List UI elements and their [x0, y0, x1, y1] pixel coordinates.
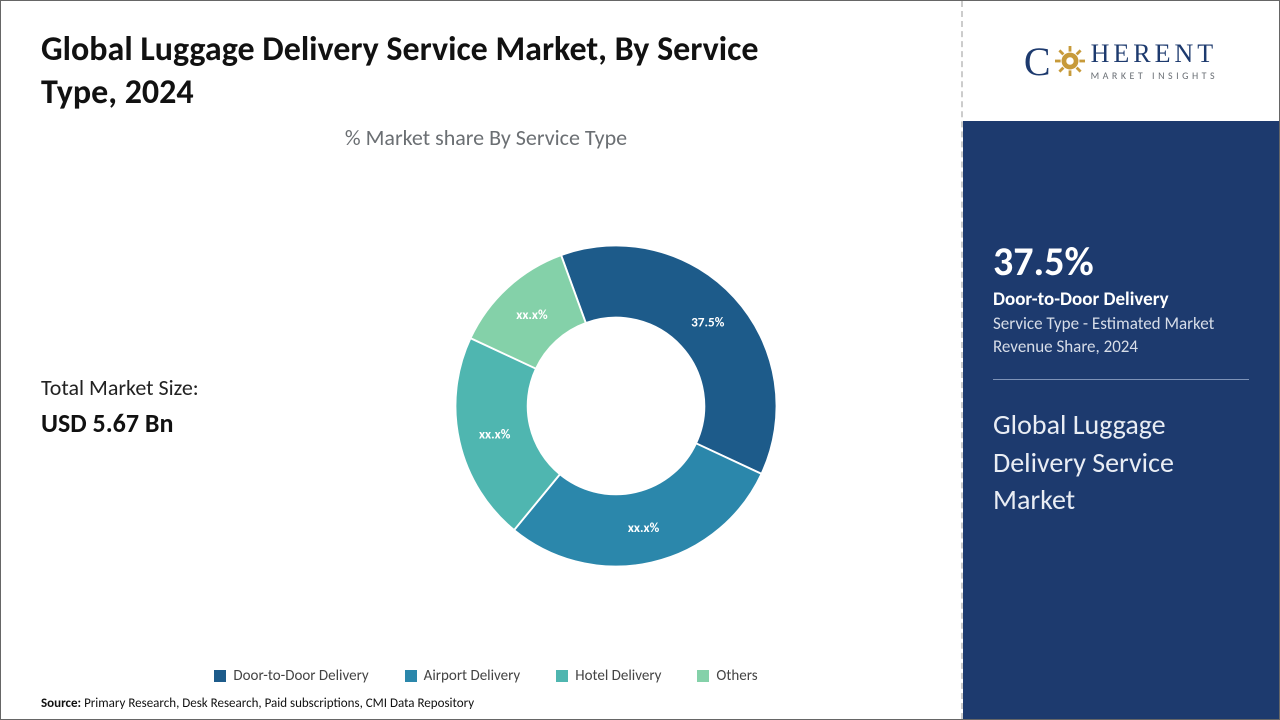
slice-label: xx.x%	[628, 519, 660, 536]
body-row: Total Market Size: USD 5.67 Bn 37.5% xx.x…	[41, 151, 931, 661]
total-market-value: USD 5.67 Bn	[41, 407, 301, 439]
callout-market-title: Global Luggage Delivery Service Market	[993, 406, 1249, 519]
donut-chart-wrap: 37.5% xx.x% xx.x% xx.x%	[301, 201, 931, 611]
legend-item: Hotel Delivery	[556, 667, 661, 685]
slice-label: 37.5%	[691, 314, 725, 331]
callout-divider	[993, 379, 1249, 380]
source-line: Source: Primary Research, Desk Research,…	[41, 696, 474, 711]
report-frame: Global Luggage Delivery Service Market, …	[0, 0, 1280, 720]
callout-description: Service Type - Estimated Market Revenue …	[993, 313, 1249, 359]
source-prefix: Source:	[41, 696, 81, 711]
donut-chart: 37.5% xx.x% xx.x% xx.x%	[446, 236, 786, 576]
callout-percent: 37.5%	[993, 237, 1249, 286]
right-panel: C	[961, 1, 1279, 719]
logo-text: HERENT MARKET INSIGHTS	[1091, 41, 1219, 81]
source-text: Primary Research, Desk Research, Paid su…	[81, 696, 474, 711]
donut-slice	[514, 443, 761, 566]
callout-segment: Door-to-Door Delivery	[993, 288, 1249, 311]
logo-box: C	[963, 1, 1279, 121]
legend: Door-to-Door Delivery Airport Delivery Hot…	[41, 667, 931, 685]
brand-logo: C	[1024, 38, 1218, 85]
total-market-block: Total Market Size: USD 5.67 Bn	[41, 374, 301, 439]
slice-label: xx.x%	[479, 425, 511, 442]
legend-label: Others	[716, 667, 757, 685]
gear-icon	[1055, 46, 1085, 76]
legend-swatch	[214, 670, 226, 682]
logo-letter-c: C	[1024, 38, 1051, 85]
total-market-label: Total Market Size:	[41, 374, 301, 401]
legend-item: Door-to-Door Delivery	[214, 667, 368, 685]
chart-subtitle: % Market share By Service Type	[41, 124, 931, 151]
legend-swatch	[405, 670, 417, 682]
legend-item: Airport Delivery	[405, 667, 521, 685]
chart-title: Global Luggage Delivery Service Market, …	[41, 29, 801, 114]
legend-item: Others	[697, 667, 757, 685]
legend-label: Airport Delivery	[424, 667, 521, 685]
logo-line2: MARKET INSIGHTS	[1091, 71, 1219, 81]
legend-swatch	[556, 670, 568, 682]
callout-panel: 37.5% Door-to-Door Delivery Service Type…	[963, 121, 1279, 719]
legend-label: Hotel Delivery	[575, 667, 661, 685]
logo-line1: HERENT	[1091, 41, 1219, 67]
slice-label: xx.x%	[516, 306, 548, 323]
donut-slice	[561, 245, 776, 473]
legend-label: Door-to-Door Delivery	[233, 667, 368, 685]
main-panel: Global Luggage Delivery Service Market, …	[1, 1, 961, 719]
legend-swatch	[697, 670, 709, 682]
